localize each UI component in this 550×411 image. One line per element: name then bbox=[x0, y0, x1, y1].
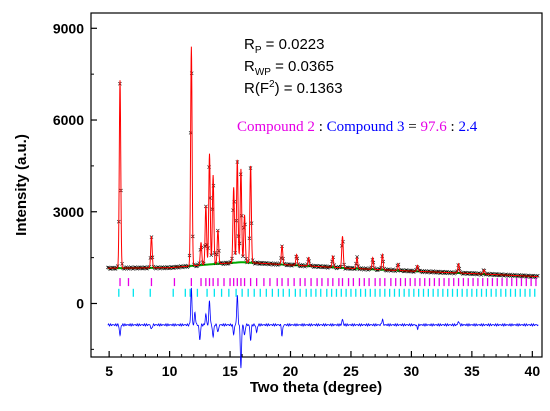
x-tick-label: 20 bbox=[283, 363, 299, 379]
plot-frame bbox=[90, 12, 543, 358]
rf2-value: ) = 0.1363 bbox=[275, 80, 343, 97]
phase-ticks-compound-3 bbox=[118, 288, 536, 297]
rf2-stat: R(F2) = 0.1363 bbox=[244, 79, 343, 97]
rwp-stat: RWP = 0.0365 bbox=[244, 58, 334, 78]
rp-letter: R bbox=[244, 36, 255, 53]
axis-layer: 5 10 15 20 25 30 35 40 0 3000 6000 9000 bbox=[53, 20, 540, 379]
ratio-colon-2: : bbox=[447, 119, 459, 135]
ratio-value-2: 97.6 bbox=[421, 119, 448, 135]
observed-point bbox=[440, 269, 444, 274]
rwp-value: = 0.0365 bbox=[271, 58, 334, 75]
y-tick-label: 6000 bbox=[53, 112, 84, 128]
rp-subscript: P bbox=[255, 45, 262, 56]
x-tick-label: 10 bbox=[162, 363, 178, 379]
difference-line bbox=[107, 287, 539, 369]
y-tick-label: 9000 bbox=[53, 20, 84, 36]
rwp-subscript: WP bbox=[255, 67, 271, 78]
observed-series bbox=[106, 71, 540, 280]
rp-stat: RP = 0.0223 bbox=[244, 36, 325, 56]
ratio-compound-2: Compound 2 bbox=[237, 119, 315, 135]
y-axis-title: Intensity (a.u.) bbox=[13, 134, 30, 236]
x-tick-label: 15 bbox=[222, 363, 238, 379]
x-tick-label: 35 bbox=[464, 363, 480, 379]
rwp-letter: R bbox=[244, 58, 255, 75]
plot-layer bbox=[106, 46, 540, 369]
refinement-stats: RP = 0.0223 RWP = 0.0365 R(F2) = 0.1363 bbox=[244, 36, 343, 97]
y-tick-label: 0 bbox=[76, 295, 84, 311]
observed-point bbox=[483, 272, 488, 277]
rp-value: = 0.0223 bbox=[262, 36, 325, 53]
x-tick-label: 25 bbox=[343, 363, 359, 379]
ratio-equals: = bbox=[405, 119, 421, 135]
ratio-compound-3: Compound 3 bbox=[327, 119, 405, 135]
observed-point bbox=[471, 271, 476, 275]
y-tick-label: 3000 bbox=[53, 204, 84, 220]
phase-ticks-compound-2 bbox=[119, 278, 537, 287]
rf2-prefix: R(F bbox=[244, 80, 269, 97]
phase-ratio: Compound 2 : Compound 3 = 97.6 : 2.4 bbox=[237, 119, 478, 135]
calculated-line bbox=[107, 46, 539, 278]
ratio-colon-1: : bbox=[315, 119, 327, 135]
ratio-value-3: 2.4 bbox=[458, 119, 477, 135]
rf2-superscript: 2 bbox=[269, 79, 275, 90]
x-tick-label: 30 bbox=[404, 363, 420, 379]
x-tick-label: 40 bbox=[525, 363, 541, 379]
x-tick-label: 5 bbox=[105, 363, 113, 379]
x-axis-title: Two theta (degree) bbox=[250, 379, 382, 396]
